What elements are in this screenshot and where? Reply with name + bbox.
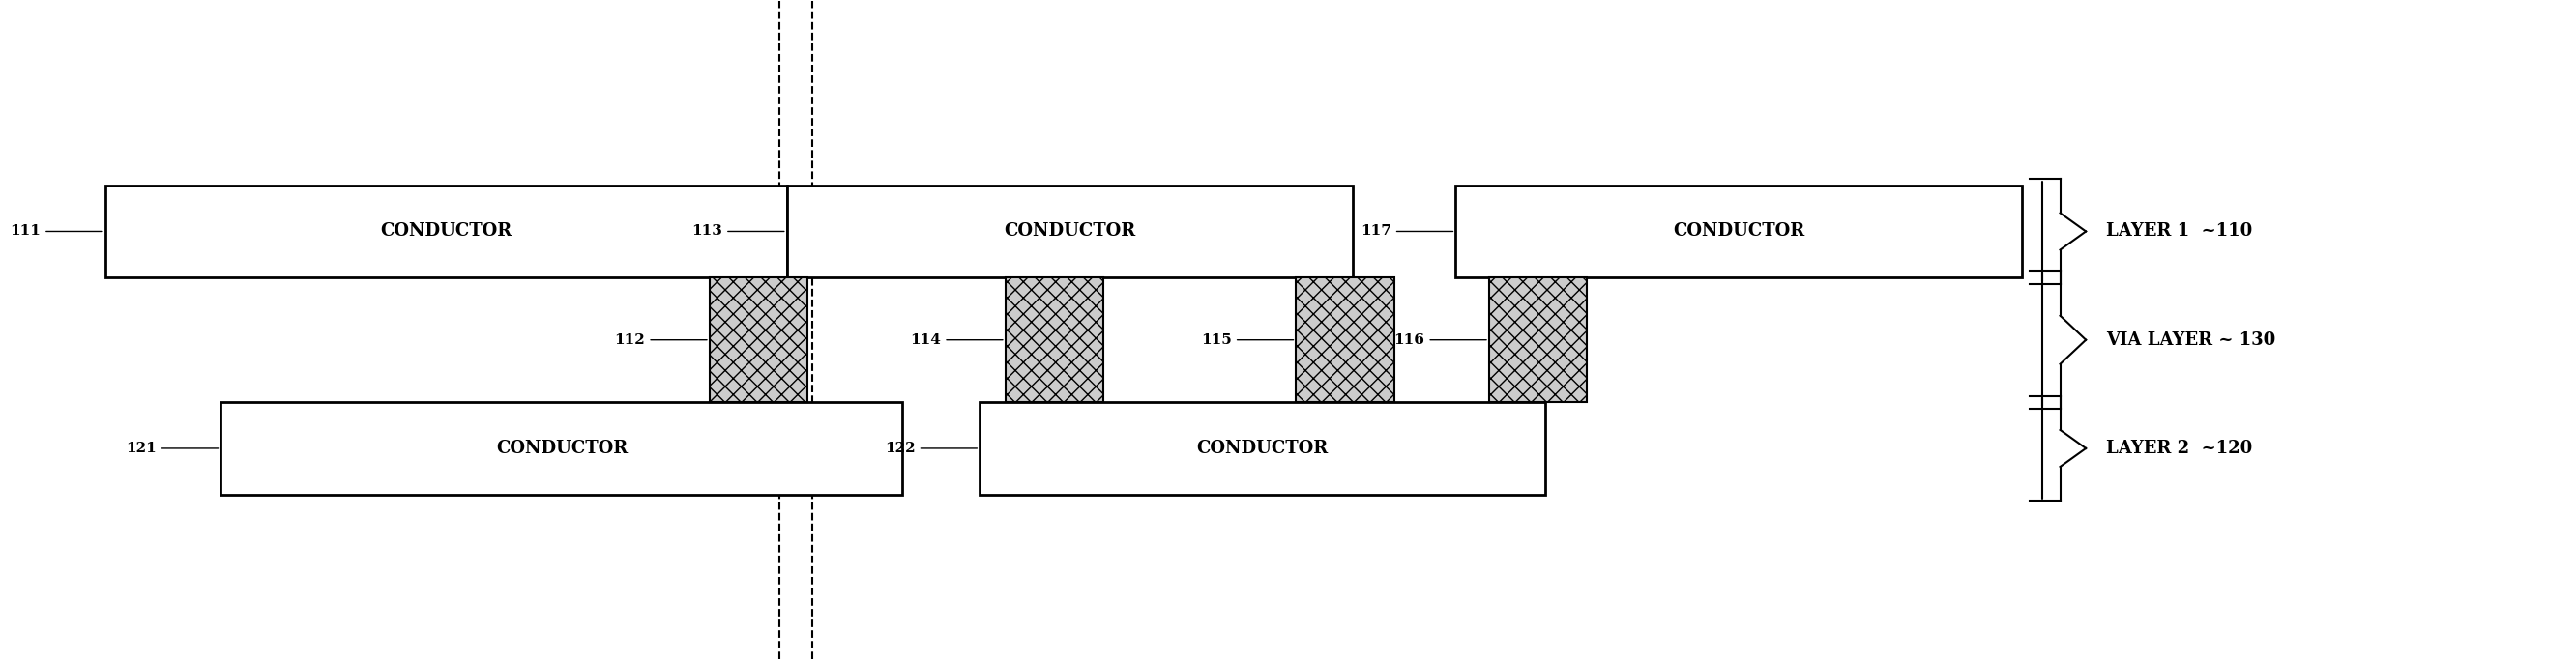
Text: CONDUCTOR: CONDUCTOR (1672, 222, 1806, 240)
Bar (1489, 277, 1587, 403)
Bar (106, 185, 786, 277)
Text: 114: 114 (909, 333, 1002, 347)
Text: CONDUCTOR: CONDUCTOR (1198, 440, 1329, 457)
Text: 111: 111 (10, 224, 103, 238)
Bar (1005, 277, 1103, 403)
Text: VIA LAYER ~ 130: VIA LAYER ~ 130 (2107, 331, 2277, 348)
Text: CONDUCTOR: CONDUCTOR (1005, 222, 1136, 240)
Text: 122: 122 (884, 442, 976, 455)
Text: 113: 113 (693, 224, 783, 238)
Bar (1455, 185, 2022, 277)
Bar (1296, 277, 1394, 403)
Text: LAYER 2  ~120: LAYER 2 ~120 (2107, 440, 2254, 457)
Text: 116: 116 (1394, 333, 1486, 347)
Bar (222, 403, 902, 494)
Bar (979, 403, 1546, 494)
Text: LAYER 1  ~110: LAYER 1 ~110 (2107, 222, 2254, 240)
Text: 121: 121 (126, 442, 219, 455)
Bar (786, 185, 1352, 277)
Text: 112: 112 (616, 333, 706, 347)
Text: 117: 117 (1360, 224, 1453, 238)
Text: CONDUCTOR: CONDUCTOR (495, 440, 629, 457)
Bar (708, 277, 806, 403)
Text: CONDUCTOR: CONDUCTOR (381, 222, 513, 240)
Text: 115: 115 (1200, 333, 1293, 347)
